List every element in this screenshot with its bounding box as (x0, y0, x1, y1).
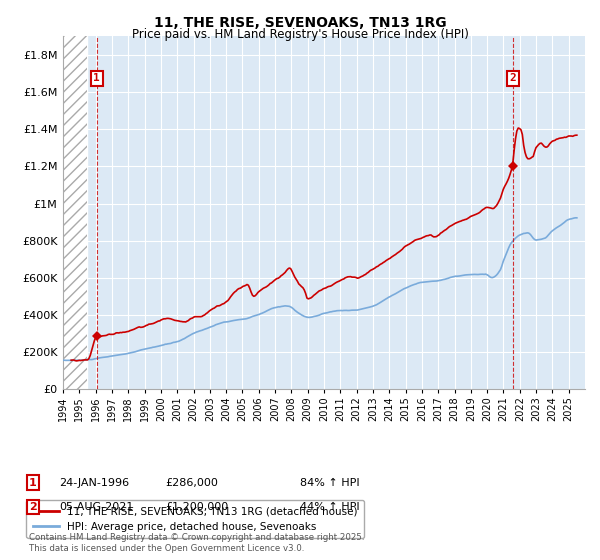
Text: 24-JAN-1996: 24-JAN-1996 (59, 478, 129, 488)
Bar (63, 36, 88, 389)
Text: 1: 1 (94, 73, 100, 83)
Text: £286,000: £286,000 (165, 478, 218, 488)
Text: 05-AUG-2021: 05-AUG-2021 (59, 502, 133, 512)
Text: 11, THE RISE, SEVENOAKS, TN13 1RG: 11, THE RISE, SEVENOAKS, TN13 1RG (154, 16, 446, 30)
Text: £1,200,000: £1,200,000 (165, 502, 228, 512)
Text: 44% ↑ HPI: 44% ↑ HPI (300, 502, 359, 512)
Text: Price paid vs. HM Land Registry's House Price Index (HPI): Price paid vs. HM Land Registry's House … (131, 28, 469, 41)
Legend: 11, THE RISE, SEVENOAKS, TN13 1RG (detached house), HPI: Average price, detached: 11, THE RISE, SEVENOAKS, TN13 1RG (detac… (26, 500, 364, 538)
Text: 2: 2 (509, 73, 517, 83)
Text: 84% ↑ HPI: 84% ↑ HPI (300, 478, 359, 488)
Text: Contains HM Land Registry data © Crown copyright and database right 2025.
This d: Contains HM Land Registry data © Crown c… (29, 533, 364, 553)
Text: 1: 1 (29, 478, 37, 488)
Bar (63, 36, 88, 389)
Text: 2: 2 (29, 502, 37, 512)
